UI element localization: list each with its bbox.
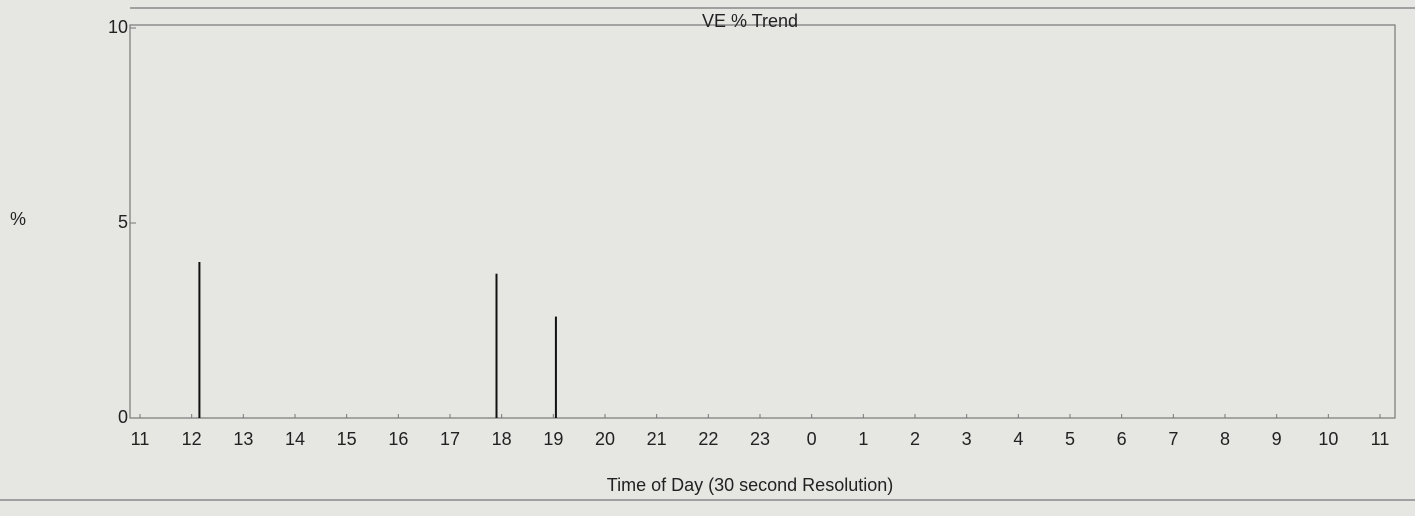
plot-frame bbox=[129, 24, 1396, 419]
x-tick-label: 11 bbox=[1371, 429, 1390, 449]
spike bbox=[495, 273, 498, 418]
y-axis-label: % bbox=[10, 209, 26, 229]
x-tick-label: 7 bbox=[1168, 429, 1178, 449]
x-tick-label: 22 bbox=[698, 429, 718, 449]
x-tick-label: 4 bbox=[1013, 429, 1023, 449]
x-tick-label: 2 bbox=[910, 429, 920, 449]
x-tick-label: 13 bbox=[233, 429, 253, 449]
spike bbox=[554, 316, 557, 418]
x-tick-label: 20 bbox=[595, 429, 615, 449]
x-tick-label: 12 bbox=[182, 429, 202, 449]
x-tick-label: 5 bbox=[1065, 429, 1075, 449]
x-tick-label: 19 bbox=[543, 429, 563, 449]
x-tick-label: 18 bbox=[492, 429, 512, 449]
y-tick-label: 5 bbox=[118, 212, 128, 232]
x-tick-label: 0 bbox=[807, 429, 817, 449]
x-tick-label: 1 bbox=[858, 429, 868, 449]
x-tick-label: 15 bbox=[337, 429, 357, 449]
x-tick-label: 9 bbox=[1272, 429, 1282, 449]
x-tick-label: 11 bbox=[131, 429, 150, 449]
x-tick-label: 16 bbox=[388, 429, 408, 449]
x-tick-label: 8 bbox=[1220, 429, 1230, 449]
spike bbox=[198, 262, 201, 418]
chart-title: VE % Trend bbox=[702, 11, 798, 31]
x-tick-label: 17 bbox=[440, 429, 460, 449]
x-tick-label: 6 bbox=[1117, 429, 1127, 449]
x-tick-label: 23 bbox=[750, 429, 770, 449]
x-tick-label: 14 bbox=[285, 429, 305, 449]
x-tick-label: 3 bbox=[962, 429, 972, 449]
x-axis-label: Time of Day (30 second Resolution) bbox=[607, 475, 893, 495]
y-tick-label: 10 bbox=[108, 17, 128, 37]
y-tick-label: 0 bbox=[118, 407, 128, 427]
x-tick-label: 10 bbox=[1318, 429, 1338, 449]
x-tick-label: 21 bbox=[647, 429, 667, 449]
